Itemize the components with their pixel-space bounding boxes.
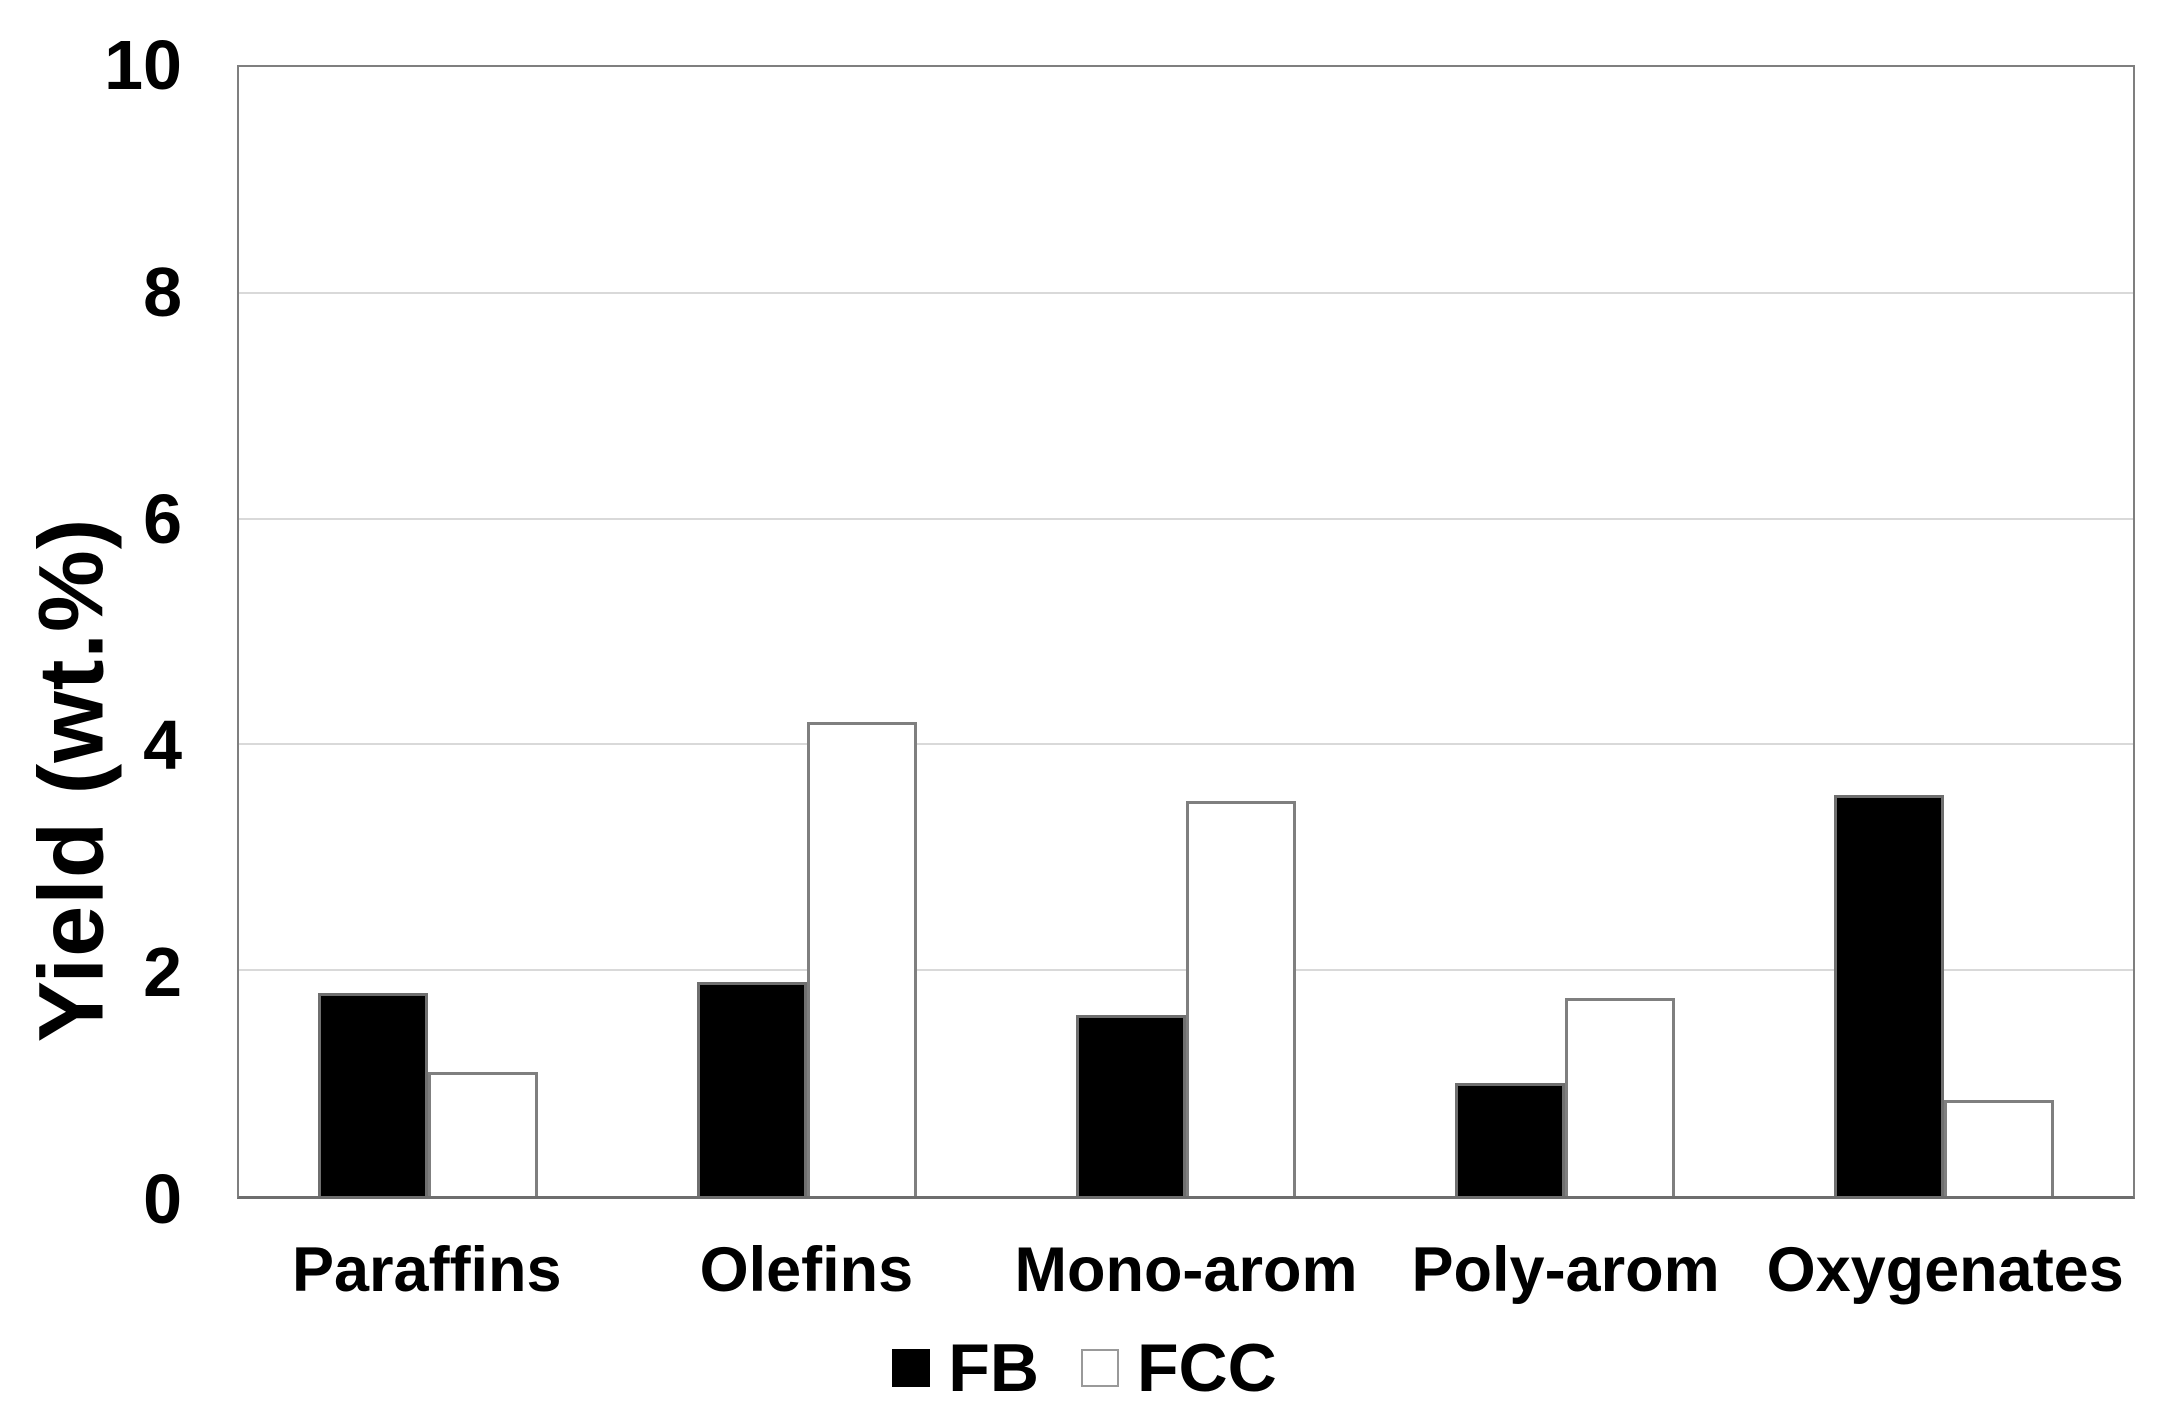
bar-fb-poly-arom — [1454, 1083, 1565, 1196]
legend-swatch-fcc — [1080, 1349, 1119, 1387]
plot-area — [237, 65, 2135, 1199]
bar-fb-olefins — [697, 981, 808, 1196]
legend-item-fcc: FCC — [1080, 1330, 1277, 1406]
bar-fcc-oxygenates — [1943, 1100, 2054, 1196]
bar-fcc-mono-arom — [1185, 800, 1296, 1196]
y-tick-0: 0 — [143, 1160, 182, 1238]
y-tick-8: 8 — [143, 252, 182, 331]
x-label-olefins: Olefins — [699, 1235, 914, 1305]
legend-label-fcc: FCC — [1136, 1330, 1277, 1406]
category-group-oxygenates — [1754, 67, 2133, 1196]
bar-series-container — [239, 67, 2133, 1196]
category-group-mono-arom — [997, 67, 1376, 1196]
bar-fcc-olefins — [807, 721, 918, 1196]
y-tick-4: 4 — [143, 706, 182, 785]
x-label-poly-arom: Poly-arom — [1411, 1235, 1720, 1305]
legend: FB FCC — [0, 1334, 2169, 1402]
gridline-6 — [239, 517, 2133, 520]
y-axis-tick-labels: 0 2 4 6 8 10 — [0, 30, 186, 1234]
legend-item-fb: FB — [892, 1334, 1039, 1402]
gridline-4 — [239, 743, 2133, 746]
bar-fcc-poly-arom — [1564, 998, 1675, 1196]
legend-label-fb: FB — [948, 1330, 1039, 1406]
y-tick-2: 2 — [143, 933, 182, 1012]
category-group-poly-arom — [1375, 67, 1754, 1196]
x-label-oxygenates: Oxygenates — [1766, 1235, 2124, 1305]
bar-fb-oxygenates — [1833, 795, 1944, 1196]
legend-swatch-fb — [892, 1349, 931, 1387]
gridline-8 — [239, 291, 2133, 294]
bar-fcc-paraffins — [428, 1071, 539, 1196]
category-group-olefins — [618, 67, 997, 1196]
bar-fb-paraffins — [318, 992, 429, 1196]
x-label-paraffins: Paraffins — [291, 1235, 562, 1305]
bar-fb-mono-arom — [1075, 1015, 1186, 1196]
category-group-paraffins — [239, 67, 618, 1196]
x-axis-labels: Paraffins Olefins Mono-arom Poly-arom Oxygen… — [237, 1235, 2135, 1305]
x-label-mono-arom: Mono-arom — [1014, 1235, 1358, 1305]
y-tick-6: 6 — [143, 479, 182, 558]
y-tick-10: 10 — [104, 26, 182, 104]
